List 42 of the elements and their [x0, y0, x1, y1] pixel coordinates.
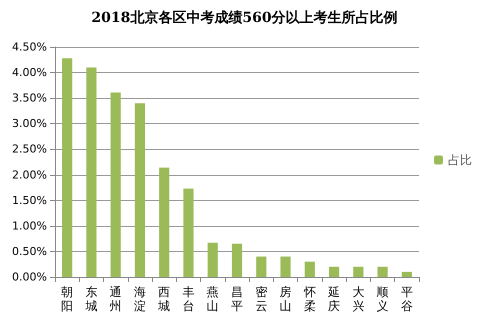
bar: [378, 266, 388, 277]
bar: [159, 168, 170, 277]
bar: [183, 188, 194, 277]
y-tick-label: 4.00%: [12, 66, 47, 80]
legend-label: 占比: [448, 153, 472, 167]
x-tick-label: 朝阳: [61, 285, 74, 313]
x-tick-label: 燕山: [206, 285, 219, 313]
y-tick-label: 4.50%: [12, 40, 47, 54]
x-tick-label: 昌平: [231, 285, 243, 313]
x-tick-label: 延庆: [327, 285, 340, 313]
bar: [134, 103, 146, 277]
y-tick-label: 1.00%: [12, 219, 47, 232]
y-tick-label: 2.50%: [12, 142, 47, 156]
x-tick-label: 平谷: [400, 285, 413, 313]
bar: [208, 242, 218, 277]
y-tick-label: 0.50%: [12, 244, 47, 258]
bar: [62, 58, 72, 277]
x-tick-label: 西城: [157, 285, 170, 313]
x-tick-label: 大兴: [352, 285, 364, 313]
y-tick-label: 2.00%: [12, 168, 47, 182]
x-tick-label: 海淀: [134, 285, 146, 313]
bar: [280, 256, 291, 277]
bar: [304, 262, 315, 277]
bar: [256, 256, 266, 277]
y-tick-label: 3.50%: [12, 92, 47, 105]
bar: [110, 92, 121, 277]
bar: [86, 67, 96, 277]
bar: [402, 272, 412, 277]
bar: [232, 244, 242, 277]
y-tick-label: 1.50%: [12, 194, 47, 207]
y-tick-label: 3.00%: [12, 117, 47, 130]
bar: [353, 266, 364, 277]
x-tick-label: 通州: [110, 285, 122, 313]
x-tick-label: 顺义: [376, 285, 389, 313]
x-tick-label: 房山: [280, 285, 292, 313]
x-tick-label: 丰台: [182, 285, 194, 313]
x-tick-label: 密云: [255, 285, 268, 313]
x-tick-label: 东城: [84, 285, 98, 313]
y-tick-label: 0.00%: [12, 270, 47, 284]
x-tick-label: 怀柔: [302, 285, 316, 313]
bar: [328, 266, 340, 277]
chart-title: 2018北京各区中考成绩560分以上考生所占比例: [91, 9, 398, 26]
